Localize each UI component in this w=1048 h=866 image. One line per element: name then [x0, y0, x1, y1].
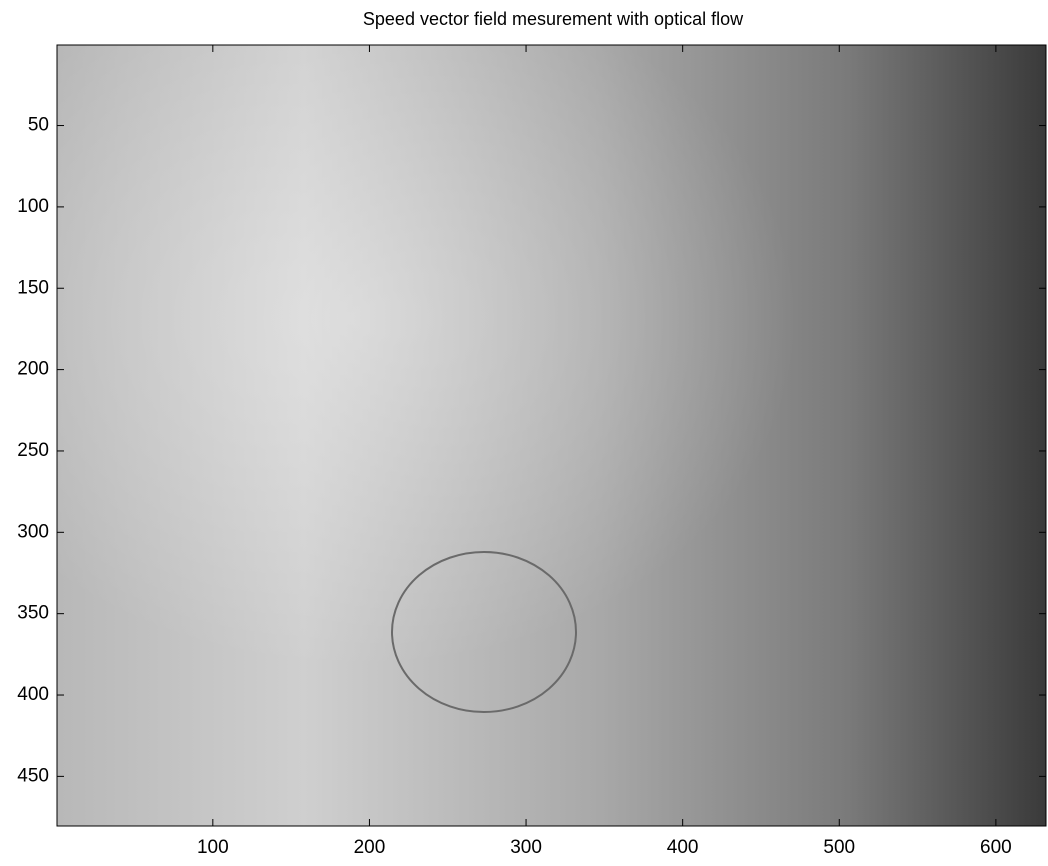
x-tick-label: 100 — [197, 837, 229, 858]
axes-box — [56, 44, 1047, 827]
y-tick-label: 400 — [17, 684, 49, 705]
x-tick-label: 500 — [823, 837, 855, 858]
x-tick-label: 400 — [667, 837, 699, 858]
image-highlight — [57, 45, 1046, 826]
y-tick-label: 200 — [17, 359, 49, 380]
image-feature — [391, 551, 577, 713]
y-tick-label: 100 — [17, 196, 49, 217]
y-tick-label: 300 — [17, 521, 49, 542]
x-tick-label: 300 — [510, 837, 542, 858]
y-tick-label: 50 — [28, 115, 49, 136]
y-tick-label: 450 — [17, 765, 49, 786]
x-tick-label: 200 — [354, 837, 386, 858]
y-tick-label: 350 — [17, 603, 49, 624]
y-tick-label: 150 — [17, 277, 49, 298]
x-tick-label: 600 — [980, 837, 1012, 858]
chart-title: Speed vector field mesurement with optic… — [363, 9, 744, 29]
y-tick-label: 250 — [17, 440, 49, 461]
